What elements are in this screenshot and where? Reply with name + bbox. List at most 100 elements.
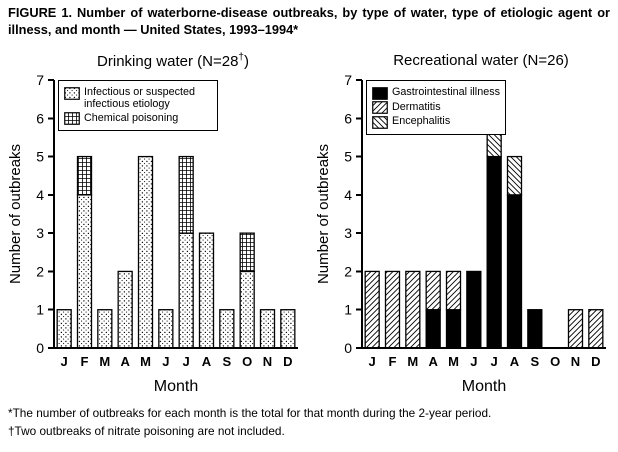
x-tick-label: F [389, 354, 397, 369]
bar-segment [506, 194, 523, 349]
legend-swatch-rect [64, 86, 80, 100]
y-tick-label: 5 [344, 149, 352, 165]
bar-segment [76, 155, 93, 196]
x-tick-label: J [162, 354, 169, 369]
y-tick-label: 4 [36, 187, 44, 203]
bar-segment [425, 309, 441, 349]
legend-swatch-rect [64, 112, 80, 126]
legend-label: Infectious or suspected infectious etiol… [84, 86, 196, 111]
x-tick-label: A [428, 354, 438, 369]
dagger-superscript: † [238, 52, 244, 63]
plot-area: 0 1 2 3 4 5 6 7 J F M A M J J A S O N D Month Number of outbr… [314, 70, 614, 400]
x-tick-label: N [263, 354, 272, 369]
y-tick-label: 6 [36, 110, 44, 126]
legend-item: Infectious or suspected infectious etiol… [64, 86, 212, 111]
bar-segment [567, 309, 584, 349]
legend-item: Dermatitis [372, 101, 500, 115]
footnotes: *The number of outbreaks for each month … [8, 405, 612, 440]
chart-title: Recreational water (N=26) [393, 52, 569, 69]
bar-segment [445, 270, 462, 311]
x-tick-label: A [120, 354, 130, 369]
bar-segment [219, 309, 235, 349]
bar-segment [588, 309, 604, 349]
legend-swatch-grid-icon [64, 112, 80, 126]
bar-segment [280, 309, 296, 349]
legend-item: Chemical poisoning [64, 112, 212, 126]
x-tick-label: D [591, 354, 600, 369]
x-tick-label: M [140, 354, 151, 369]
y-axis-title: Number of outbreaks [7, 144, 24, 284]
legend-swatch-solid-icon [372, 86, 388, 100]
y-tick-label: 2 [344, 263, 352, 279]
x-tick-label: J [369, 354, 376, 369]
bar-segment [76, 194, 93, 349]
y-tick-label: 3 [344, 225, 352, 241]
y-tick-label: 0 [344, 340, 352, 356]
x-tick-label: J [470, 354, 477, 369]
y-tick-label: 7 [344, 72, 352, 88]
legend-item: Encephalitis [372, 115, 500, 129]
footnote-dagger: †Two outbreaks of nitrate poisoning are … [8, 423, 285, 438]
x-tick-label: N [571, 354, 580, 369]
bar-segment [405, 270, 421, 349]
bar-segment [425, 270, 441, 311]
x-tick-label: S [530, 354, 539, 369]
y-tick-label: 3 [36, 225, 44, 241]
y-tick-label: 2 [36, 263, 44, 279]
legend-swatch-dots-icon [64, 86, 80, 100]
y-tick-label: 5 [36, 149, 44, 165]
y-tick-label: 1 [344, 302, 352, 318]
bar-segment [198, 232, 215, 349]
legend: Infectious or suspected infectious etiol… [58, 80, 218, 132]
legend-swatch-diag-down-icon [372, 115, 388, 129]
bar-segment [445, 309, 462, 349]
y-tick-label: 6 [344, 110, 352, 126]
bar-segment [527, 309, 543, 349]
y-tick-label: 4 [344, 187, 352, 203]
x-tick-label: F [81, 354, 89, 369]
bar-segment [486, 155, 502, 349]
x-tick-label: J [183, 354, 190, 369]
x-tick-label: A [202, 354, 212, 369]
legend-label: Gastrointestinal illness [392, 86, 501, 98]
x-tick-label: O [550, 354, 560, 369]
x-tick-label: O [242, 354, 252, 369]
x-axis-title: Month [462, 378, 506, 395]
bar-segment [364, 270, 380, 349]
bar-segment [56, 309, 72, 349]
figure-title: FIGURE 1. Number of waterborne-disease o… [8, 5, 610, 37]
footnote-asterisk: *The number of outbreaks for each month … [8, 406, 492, 420]
legend-swatch-rect [372, 101, 388, 114]
y-tick-label: 7 [36, 72, 44, 88]
y-tick-label: 1 [36, 302, 44, 318]
legend: Gastrointestinal illness Dermatitis Enceph… [366, 80, 507, 135]
y-tick-label: 0 [36, 340, 44, 356]
x-tick-label: D [283, 354, 292, 369]
bar-segment [117, 270, 133, 349]
legend-label: Chemical poisoning [84, 111, 179, 124]
x-tick-label: S [222, 354, 231, 369]
bar-segment [239, 270, 255, 349]
bar-segment [137, 155, 154, 349]
bar-segment [178, 155, 194, 234]
plot-area: 0 1 2 3 4 5 6 7 J F M A M J J A S O N D Month Number of outbr… [6, 70, 306, 400]
x-tick-label: J [61, 354, 68, 369]
chart-title: Drinking water (N=28†) [97, 52, 249, 70]
bar-segment [466, 270, 482, 349]
legend-swatch-diag-up-icon [372, 101, 388, 114]
x-tick-label: A [510, 354, 520, 369]
x-tick-label: M [448, 354, 459, 369]
bar-segment [178, 232, 194, 349]
x-tick-label: M [99, 354, 110, 369]
legend-label: Dermatitis [392, 100, 441, 113]
y-axis-title: Number of outbreaks [315, 144, 332, 284]
x-axis-title: Month [154, 378, 198, 395]
x-tick-label: J [491, 354, 498, 369]
legend-item: Gastrointestinal illness [372, 86, 500, 100]
legend-swatch-rect [372, 86, 388, 100]
bar-segment [239, 232, 255, 273]
